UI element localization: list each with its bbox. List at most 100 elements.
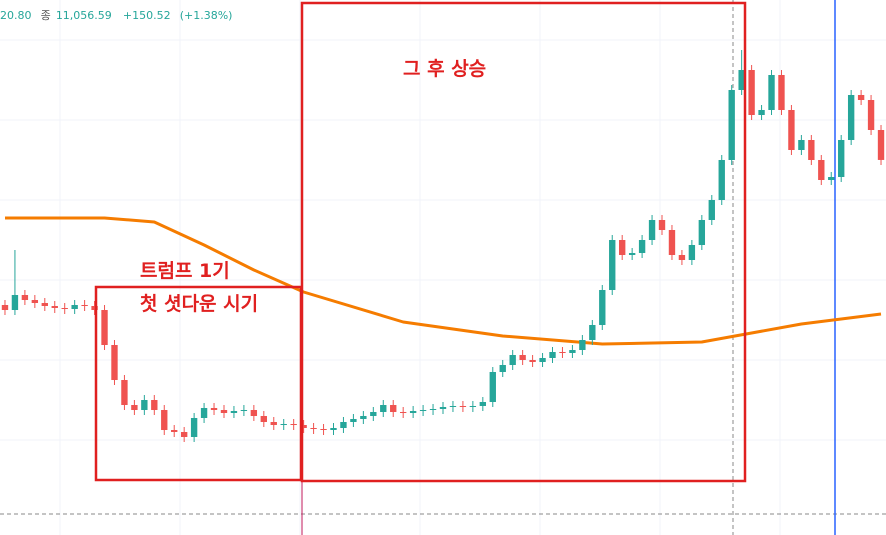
candle-body: [360, 416, 367, 419]
candle-body: [101, 310, 108, 345]
candle-body: [778, 75, 785, 110]
header-change-pct: (+1.38%): [180, 9, 233, 22]
candle-body: [51, 306, 58, 308]
candle-body: [171, 430, 178, 432]
candle-body: [439, 407, 447, 409]
candle-body: [489, 372, 496, 402]
candle-body: [589, 325, 596, 340]
candle-body: [599, 290, 606, 325]
candle-body: [698, 220, 706, 245]
candle-body: [340, 422, 347, 428]
candle-body: [648, 220, 656, 240]
candle-body: [619, 240, 626, 255]
candle-body: [429, 409, 437, 410]
candle-body: [111, 345, 118, 380]
annotation-text: 그 후 상승: [403, 58, 486, 80]
candle-body: [141, 400, 148, 410]
candle-body: [499, 365, 506, 372]
moving-average: [5, 216, 882, 346]
candle-body: [658, 220, 666, 230]
plot: [1, 50, 885, 442]
candle-body: [758, 110, 765, 115]
annotation-box: [300, 1, 747, 483]
candle-body: [230, 411, 238, 413]
candle-body: [300, 425, 307, 428]
candle-body: [1, 305, 9, 310]
candle-body: [539, 358, 546, 362]
candle-body: [569, 350, 576, 353]
candle-body: [459, 406, 467, 407]
candle-body: [31, 300, 39, 303]
candle-body: [469, 406, 477, 407]
candle-body: [161, 410, 168, 430]
annotation-text: 첫 셧다운 시기: [140, 293, 258, 315]
candle-body: [519, 355, 526, 360]
candle-body: [240, 410, 248, 411]
candle-body: [370, 412, 377, 416]
candle-body: [419, 410, 427, 411]
candle-body: [788, 110, 795, 150]
candle-body: [768, 75, 775, 110]
candle-body: [250, 410, 258, 416]
candle-body: [180, 432, 188, 437]
header-change: +150.52: [123, 9, 171, 22]
candle-body: [380, 405, 387, 412]
candle-body: [71, 305, 78, 309]
candle-body: [210, 408, 218, 410]
candle-body: [549, 352, 556, 358]
candle-body: [200, 408, 208, 418]
candle-body: [579, 340, 586, 350]
candle-body: [609, 240, 616, 290]
candle-body: [559, 352, 566, 353]
candle-body: [678, 255, 686, 260]
candle-body: [708, 200, 715, 220]
candle-body: [738, 70, 745, 90]
header: 20.80 종 11,056.59 +150.52 (+1.38%): [0, 4, 232, 23]
candle-body: [857, 95, 865, 100]
candle-body: [220, 410, 228, 413]
candle-body: [479, 402, 487, 406]
candle-body: [131, 405, 138, 410]
candle-body: [270, 422, 277, 425]
candle-body: [280, 424, 287, 425]
candle-body: [61, 308, 68, 309]
header-label: 종: [41, 9, 51, 22]
candle-body: [818, 160, 825, 180]
candle-body: [808, 140, 815, 160]
candle-body: [290, 424, 297, 425]
candle-body: [529, 360, 536, 362]
candle-body: [828, 177, 835, 180]
candle-body: [638, 240, 646, 253]
candle-body: [390, 405, 397, 412]
candle-body: [628, 253, 636, 255]
candle-body: [260, 416, 267, 422]
candle-body: [320, 429, 327, 430]
candle-body: [668, 230, 676, 255]
candle-body: [838, 140, 845, 177]
candle-body: [728, 90, 735, 160]
candle-body: [509, 355, 516, 365]
candle-body: [877, 130, 885, 160]
candle-body: [688, 245, 696, 260]
candle-body: [121, 380, 128, 405]
candle-body: [151, 400, 158, 410]
candle-body: [310, 428, 317, 429]
candle-body: [350, 419, 357, 422]
candle-body: [41, 303, 48, 306]
candle-body: [847, 95, 855, 140]
candle-body: [21, 295, 29, 300]
candle-body: [81, 305, 88, 306]
annotation-text: 트럼프 1기: [140, 260, 230, 282]
candle-body: [11, 295, 19, 310]
header-value: 11,056.59: [56, 9, 112, 22]
candle-body: [449, 406, 457, 407]
candle-body: [190, 418, 198, 437]
candle-body: [91, 306, 98, 310]
candle-body: [718, 160, 725, 200]
candle-body: [399, 412, 407, 413]
candle-body: [867, 100, 875, 130]
candle-body: [409, 411, 417, 413]
